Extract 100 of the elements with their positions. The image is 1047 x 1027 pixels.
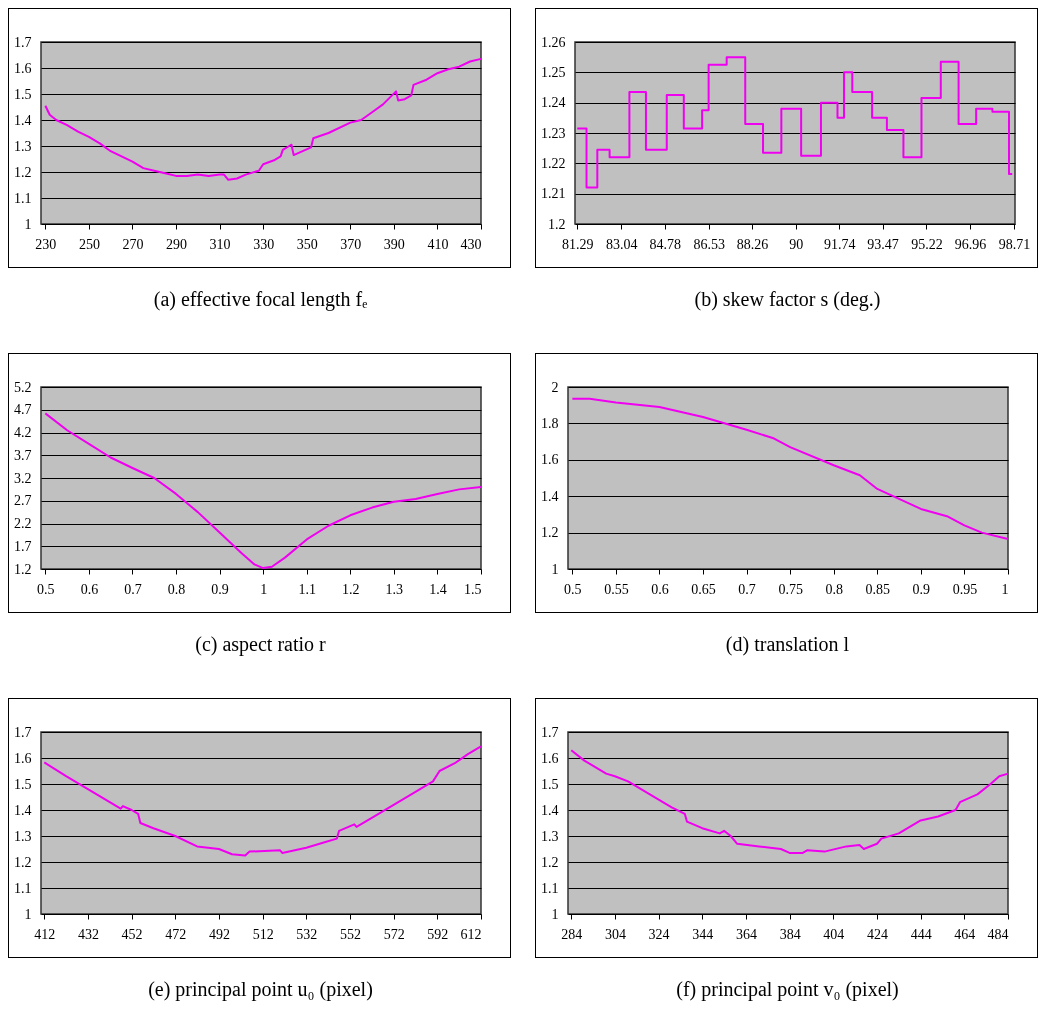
x-tick-label: 430: [460, 236, 482, 252]
x-tick-label: 83.04: [605, 236, 638, 252]
y-tick-label: 2.2: [14, 516, 32, 531]
y-tick-label: 1.2: [14, 561, 32, 577]
y-tick-label: 1.2: [541, 854, 559, 870]
y-tick-label: 2: [551, 379, 559, 395]
x-tick-label: 452: [121, 926, 143, 942]
x-tick-label: 592: [427, 926, 449, 942]
y-tick-label: 1.1: [14, 880, 32, 896]
y-tick-label: 1.6: [14, 750, 32, 766]
y-tick-label: 1.25: [541, 64, 566, 80]
y-tick-label: 1: [551, 906, 559, 922]
text: (f) principal point v₀ (pixel): [675, 978, 900, 1001]
y-tick-label: 1.2: [14, 164, 32, 180]
x-tick-label: 1: [1001, 581, 1009, 597]
y-tick-label: 1.5: [14, 86, 32, 102]
x-tick-label: 1.3: [385, 581, 404, 597]
x-tick-label: 364: [735, 926, 757, 942]
x-tick-label: 512: [252, 926, 274, 942]
x-tick-label: 84.78: [649, 236, 682, 252]
x-tick-label: 0.5: [37, 581, 55, 597]
x-tick-label: 0.6: [651, 581, 669, 597]
y-tick-label: 1.7: [14, 538, 32, 554]
x-tick-label: 0.65: [691, 581, 716, 597]
x-tick-label: 284: [561, 926, 583, 942]
x-tick-label: 93.47: [867, 236, 899, 252]
y-tick-label: 4.2: [14, 425, 32, 440]
x-tick-label: 472: [165, 926, 187, 942]
x-tick-label: 0.95: [952, 581, 978, 597]
x-tick-label: 1.5: [464, 581, 482, 597]
y-tick-label: 1.26: [541, 34, 566, 50]
x-tick-label: 464: [954, 926, 976, 942]
x-tick-label: 344: [692, 926, 714, 942]
x-tick-label: 572: [383, 926, 405, 942]
y-tick-label: 1: [24, 216, 32, 232]
y-tick-label: 1.3: [14, 138, 32, 154]
x-tick-label: 404: [823, 926, 845, 942]
y-tick-label: 1.5: [14, 776, 32, 792]
x-tick-label: 1.2: [342, 581, 360, 597]
y-tick-label: 1: [551, 561, 559, 577]
x-tick-label: 1.4: [429, 581, 447, 597]
line-series: [571, 397, 1009, 540]
y-tick-label: 1.1: [541, 880, 559, 896]
y-tick-label: 1.1: [14, 190, 32, 206]
y-tick-label: 3.2: [14, 470, 32, 486]
y-tick-label: 1.8: [541, 415, 559, 431]
text: (e) principal point u₀ (pixel): [147, 978, 374, 1001]
y-tick-label: 1.4: [14, 802, 32, 818]
y-tick-label: 3.7: [14, 447, 32, 463]
y-tick-label: 1.7: [14, 724, 32, 740]
x-tick-label: 350: [296, 236, 318, 252]
text: (d) translation l: [724, 633, 851, 656]
x-tick-label: 0.6: [80, 581, 99, 597]
x-tick-label: 270: [122, 236, 144, 252]
y-tick-label: 1.3: [14, 828, 32, 844]
x-tick-label: 86.53: [693, 236, 725, 252]
y-tick-label: 1: [24, 906, 32, 922]
y-tick-label: 1.4: [14, 112, 32, 128]
x-tick-label: 390: [383, 236, 405, 252]
x-tick-label: 304: [604, 926, 626, 942]
x-tick-label: 532: [296, 926, 318, 942]
x-tick-label: 0.7: [124, 581, 142, 597]
x-tick-label: 90: [789, 236, 804, 252]
x-tick-label: 370: [340, 236, 362, 252]
x-tick-label: 0.55: [604, 581, 629, 597]
y-tick-label: 1.6: [14, 60, 32, 76]
x-tick-label: 91.74: [824, 236, 856, 252]
y-tick-label: 4.7: [14, 402, 32, 418]
y-tick-label: 1.2: [548, 216, 566, 232]
x-tick-label: 0.75: [778, 581, 803, 597]
text: (c) aspect ratio r: [194, 633, 327, 656]
x-tick-label: 412: [34, 926, 56, 942]
x-tick-label: 81.29: [562, 236, 594, 252]
x-tick-label: 230: [35, 236, 57, 252]
y-tick-label: 2.7: [14, 493, 32, 509]
y-tick-label: 1.4: [541, 488, 559, 504]
text: (b) skew factor s (deg.): [693, 288, 882, 311]
text: (a) effective focal length fₑ: [152, 288, 369, 311]
y-tick-label: 1.23: [541, 125, 566, 141]
x-tick-label: 0.8: [825, 581, 843, 597]
y-tick-label: 1.6: [541, 452, 559, 468]
y-tick-label: 1.2: [14, 854, 32, 870]
x-tick-label: 552: [339, 926, 361, 942]
x-tick-label: 0.7: [738, 581, 756, 597]
y-tick-label: 1.2: [541, 525, 559, 541]
y-tick-label: 1.7: [541, 724, 559, 740]
x-tick-label: 484: [987, 926, 1009, 942]
x-tick-label: 290: [166, 236, 188, 252]
x-tick-label: 424: [866, 926, 888, 942]
y-tick-label: 1.3: [541, 828, 559, 844]
x-tick-label: 384: [779, 926, 801, 942]
y-tick-label: 1.7: [14, 34, 32, 50]
y-tick-label: 1.5: [541, 776, 559, 792]
x-tick-label: 0.9: [211, 581, 229, 597]
line-series: [44, 57, 482, 181]
x-tick-label: 310: [209, 236, 231, 252]
x-tick-label: 612: [460, 926, 482, 942]
x-tick-label: 432: [77, 926, 99, 942]
x-tick-label: 96.96: [954, 236, 987, 252]
line-series: [570, 749, 1009, 854]
